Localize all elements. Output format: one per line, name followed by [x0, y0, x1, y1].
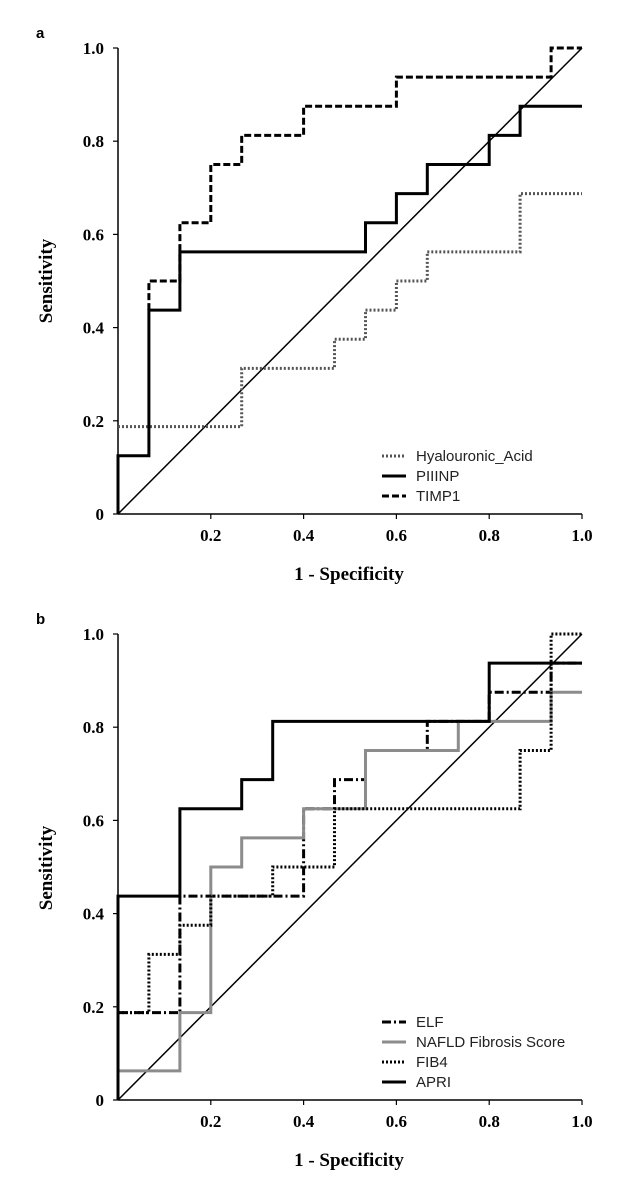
x-tick-label: 0.4 [293, 1112, 315, 1131]
series-line-1 [116, 104, 582, 514]
panel-letter-b: b [36, 611, 45, 628]
panel-b: b 0.2 0.4 0.6 0.8 1.0 0 0.2 0.4 0.6 0.8 1.0 ELF NAFL… [36, 611, 593, 1171]
y-tick-label: 0 [96, 505, 105, 524]
legend-label: NAFLD Fibrosis Score [416, 1034, 565, 1051]
y-tick-label: 0.8 [83, 132, 104, 151]
y-tick-label: 0.6 [83, 225, 104, 244]
y-tick-label: 0.4 [83, 319, 105, 338]
series-line-2 [147, 46, 582, 311]
x-tick-label: 0.4 [293, 526, 315, 545]
x-tick-label: 0.6 [386, 1112, 407, 1131]
legend-label: PIIINP [416, 468, 459, 485]
legend-label: ELF [416, 1014, 444, 1031]
reference-diagonal-line [117, 633, 583, 1101]
x-tick-label: 1.0 [571, 526, 592, 545]
series-line-2 [118, 632, 582, 1015]
y-tick-label: 0.2 [83, 998, 104, 1017]
y-tick-label: 1.0 [83, 625, 104, 644]
legend-label: APRI [416, 1074, 451, 1091]
y-tick-label: 1.0 [83, 39, 104, 58]
x-tick-label: 0.8 [479, 526, 500, 545]
plot-area-b: 0.2 0.4 0.6 0.8 1.0 0 0.2 0.4 0.6 0.8 1.0 ELF NAFLD … [83, 625, 593, 1131]
x-tick-label: 0.8 [479, 1112, 500, 1131]
plot-area-a: 0.2 0.4 0.6 0.8 1.0 0 0.2 0.4 0.6 0.8 1.0 Hyalouron… [83, 39, 593, 545]
x-axis-title-a: 1 - Specificity [294, 564, 404, 585]
reference-diagonal-line [117, 47, 583, 515]
y-tick-label: 0.4 [83, 905, 105, 924]
y-tick-label: 0.6 [83, 811, 104, 830]
legend-label: Hyalouronic_Acid [416, 448, 533, 465]
y-tick-label: 0.2 [83, 412, 104, 431]
x-axis-title-b: 1 - Specificity [294, 1150, 404, 1171]
x-tick-label: 0.2 [200, 1112, 221, 1131]
panel-a: a 0.2 0.4 0.6 0.8 1.0 0 0.2 0.4 0.6 0.8 1.0 Hyalour… [36, 25, 593, 585]
x-tick-label: 0.6 [386, 526, 407, 545]
series-line-0 [118, 661, 582, 1015]
x-tick-label: 1.0 [571, 1112, 592, 1131]
y-tick-label: 0 [96, 1091, 105, 1110]
legend-label: TIMP1 [416, 488, 460, 505]
series-line-3 [116, 661, 582, 1100]
legend-label: FIB4 [416, 1054, 448, 1071]
x-tick-label: 0.2 [200, 526, 221, 545]
panel-letter-a: a [36, 25, 45, 42]
y-tick-label: 0.8 [83, 718, 104, 737]
series-line-0 [118, 192, 582, 429]
y-axis-title-a: Sensitivity [36, 238, 57, 323]
y-axis-title-b: Sensitivity [36, 825, 57, 910]
